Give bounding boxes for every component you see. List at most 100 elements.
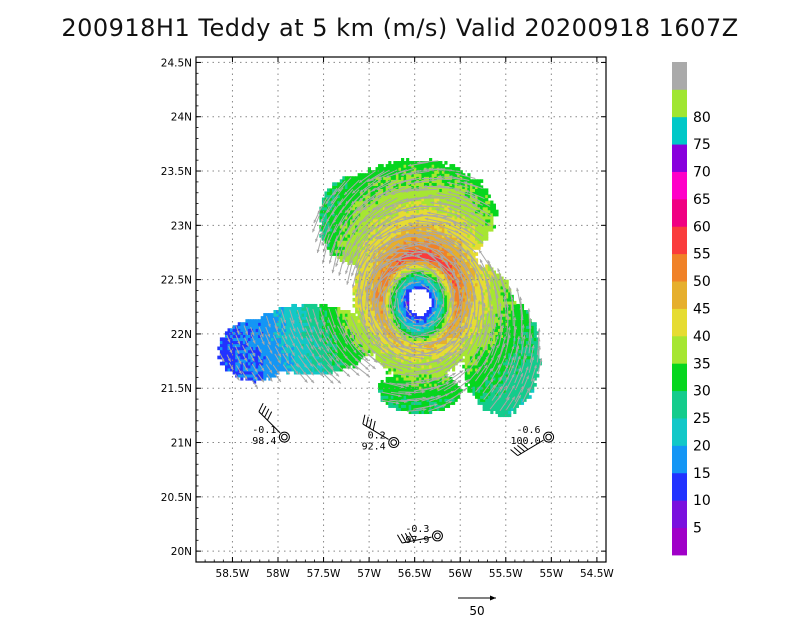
speed-cell bbox=[500, 383, 504, 387]
speed-cell bbox=[444, 294, 448, 299]
speed-cell bbox=[273, 361, 277, 366]
speed-cell bbox=[293, 343, 297, 348]
speed-cell bbox=[515, 358, 519, 363]
speed-cell bbox=[291, 303, 295, 308]
speed-cell bbox=[439, 334, 443, 339]
speed-cell bbox=[365, 252, 369, 256]
speed-cell bbox=[352, 316, 356, 320]
speed-cell bbox=[464, 307, 468, 311]
speed-cell bbox=[224, 343, 229, 348]
speed-cell bbox=[500, 367, 504, 372]
speed-cell bbox=[431, 322, 435, 326]
speed-cell bbox=[487, 310, 491, 314]
speed-cell bbox=[513, 383, 517, 387]
speed-cell bbox=[413, 328, 417, 332]
speed-cell bbox=[490, 373, 494, 378]
speed-cell bbox=[357, 218, 361, 223]
speed-cell bbox=[477, 343, 481, 348]
speed-cell bbox=[247, 370, 252, 375]
speed-cell bbox=[431, 303, 435, 308]
speed-cell bbox=[240, 358, 244, 363]
speed-cell bbox=[518, 343, 522, 348]
speed-cell bbox=[490, 355, 494, 360]
speed-cell bbox=[385, 237, 389, 241]
speed-cell bbox=[311, 303, 315, 308]
speed-cell bbox=[423, 230, 428, 235]
speed-cell bbox=[298, 364, 303, 369]
speed-cell bbox=[270, 313, 275, 317]
speed-cell bbox=[429, 316, 433, 320]
speed-cell bbox=[411, 355, 415, 360]
speed-cell bbox=[533, 337, 537, 342]
speed-cell bbox=[380, 255, 384, 259]
speed-cell bbox=[434, 249, 438, 253]
speed-cell bbox=[403, 383, 407, 387]
speed-cell bbox=[380, 389, 384, 393]
speed-cell bbox=[321, 343, 326, 348]
speed-cell bbox=[344, 221, 349, 226]
speed-cell bbox=[510, 334, 514, 339]
speed-cell bbox=[362, 276, 366, 281]
speed-cell bbox=[467, 322, 471, 326]
speed-cell bbox=[311, 331, 315, 335]
speed-cell bbox=[362, 340, 366, 345]
speed-cell bbox=[477, 328, 481, 332]
speed-cell bbox=[222, 343, 226, 348]
speed-cell bbox=[431, 307, 435, 311]
speed-cell bbox=[508, 322, 512, 326]
speed-cell bbox=[342, 319, 346, 323]
speed-cell bbox=[365, 352, 369, 357]
speed-cell bbox=[253, 349, 257, 354]
speed-cell bbox=[452, 307, 456, 311]
speed-cell bbox=[304, 346, 308, 351]
speed-cell bbox=[283, 364, 287, 369]
speed-cell bbox=[480, 243, 484, 247]
speed-cell bbox=[446, 252, 451, 256]
speed-cell bbox=[462, 246, 466, 250]
speed-cell bbox=[444, 230, 448, 235]
speed-cell bbox=[474, 343, 479, 348]
speed-cell bbox=[423, 325, 428, 329]
speed-cell bbox=[490, 218, 494, 223]
speed-cell bbox=[485, 370, 489, 375]
speed-cell bbox=[482, 297, 486, 302]
speed-cell bbox=[385, 297, 389, 302]
speed-cell bbox=[349, 243, 354, 247]
speed-cell bbox=[515, 307, 519, 311]
speed-cell bbox=[436, 404, 440, 408]
speed-cell bbox=[403, 282, 407, 287]
speed-cell bbox=[411, 340, 415, 345]
speed-cell bbox=[421, 383, 425, 387]
speed-cell bbox=[337, 328, 341, 332]
speed-cell bbox=[449, 379, 453, 384]
speed-cell bbox=[439, 358, 443, 363]
speed-cell bbox=[380, 285, 384, 290]
speed-cell bbox=[503, 383, 507, 387]
speed-cell bbox=[485, 303, 489, 308]
speed-cell bbox=[324, 227, 328, 232]
speed-cell bbox=[515, 370, 519, 375]
speed-cell bbox=[296, 355, 300, 360]
speed-cell bbox=[347, 361, 351, 366]
speed-cell bbox=[492, 389, 496, 393]
speed-cell bbox=[429, 218, 433, 223]
speed-cell bbox=[219, 343, 224, 348]
speed-cell bbox=[224, 364, 229, 369]
speed-cell bbox=[388, 328, 392, 332]
speed-cell bbox=[520, 319, 525, 323]
speed-cell bbox=[232, 334, 236, 339]
speed-cell bbox=[510, 307, 514, 311]
speed-cell bbox=[411, 325, 415, 329]
speed-cell bbox=[370, 294, 374, 299]
speed-cell bbox=[329, 325, 333, 329]
speed-cell bbox=[408, 285, 412, 290]
speed-cell bbox=[319, 322, 323, 326]
speed-cell bbox=[434, 307, 438, 311]
speed-cell bbox=[309, 370, 313, 375]
speed-cell bbox=[385, 279, 389, 284]
speed-cell bbox=[393, 288, 397, 293]
speed-cell bbox=[429, 389, 433, 393]
speed-cell bbox=[306, 343, 310, 348]
speed-cell bbox=[395, 319, 400, 323]
speed-cell bbox=[393, 294, 397, 299]
